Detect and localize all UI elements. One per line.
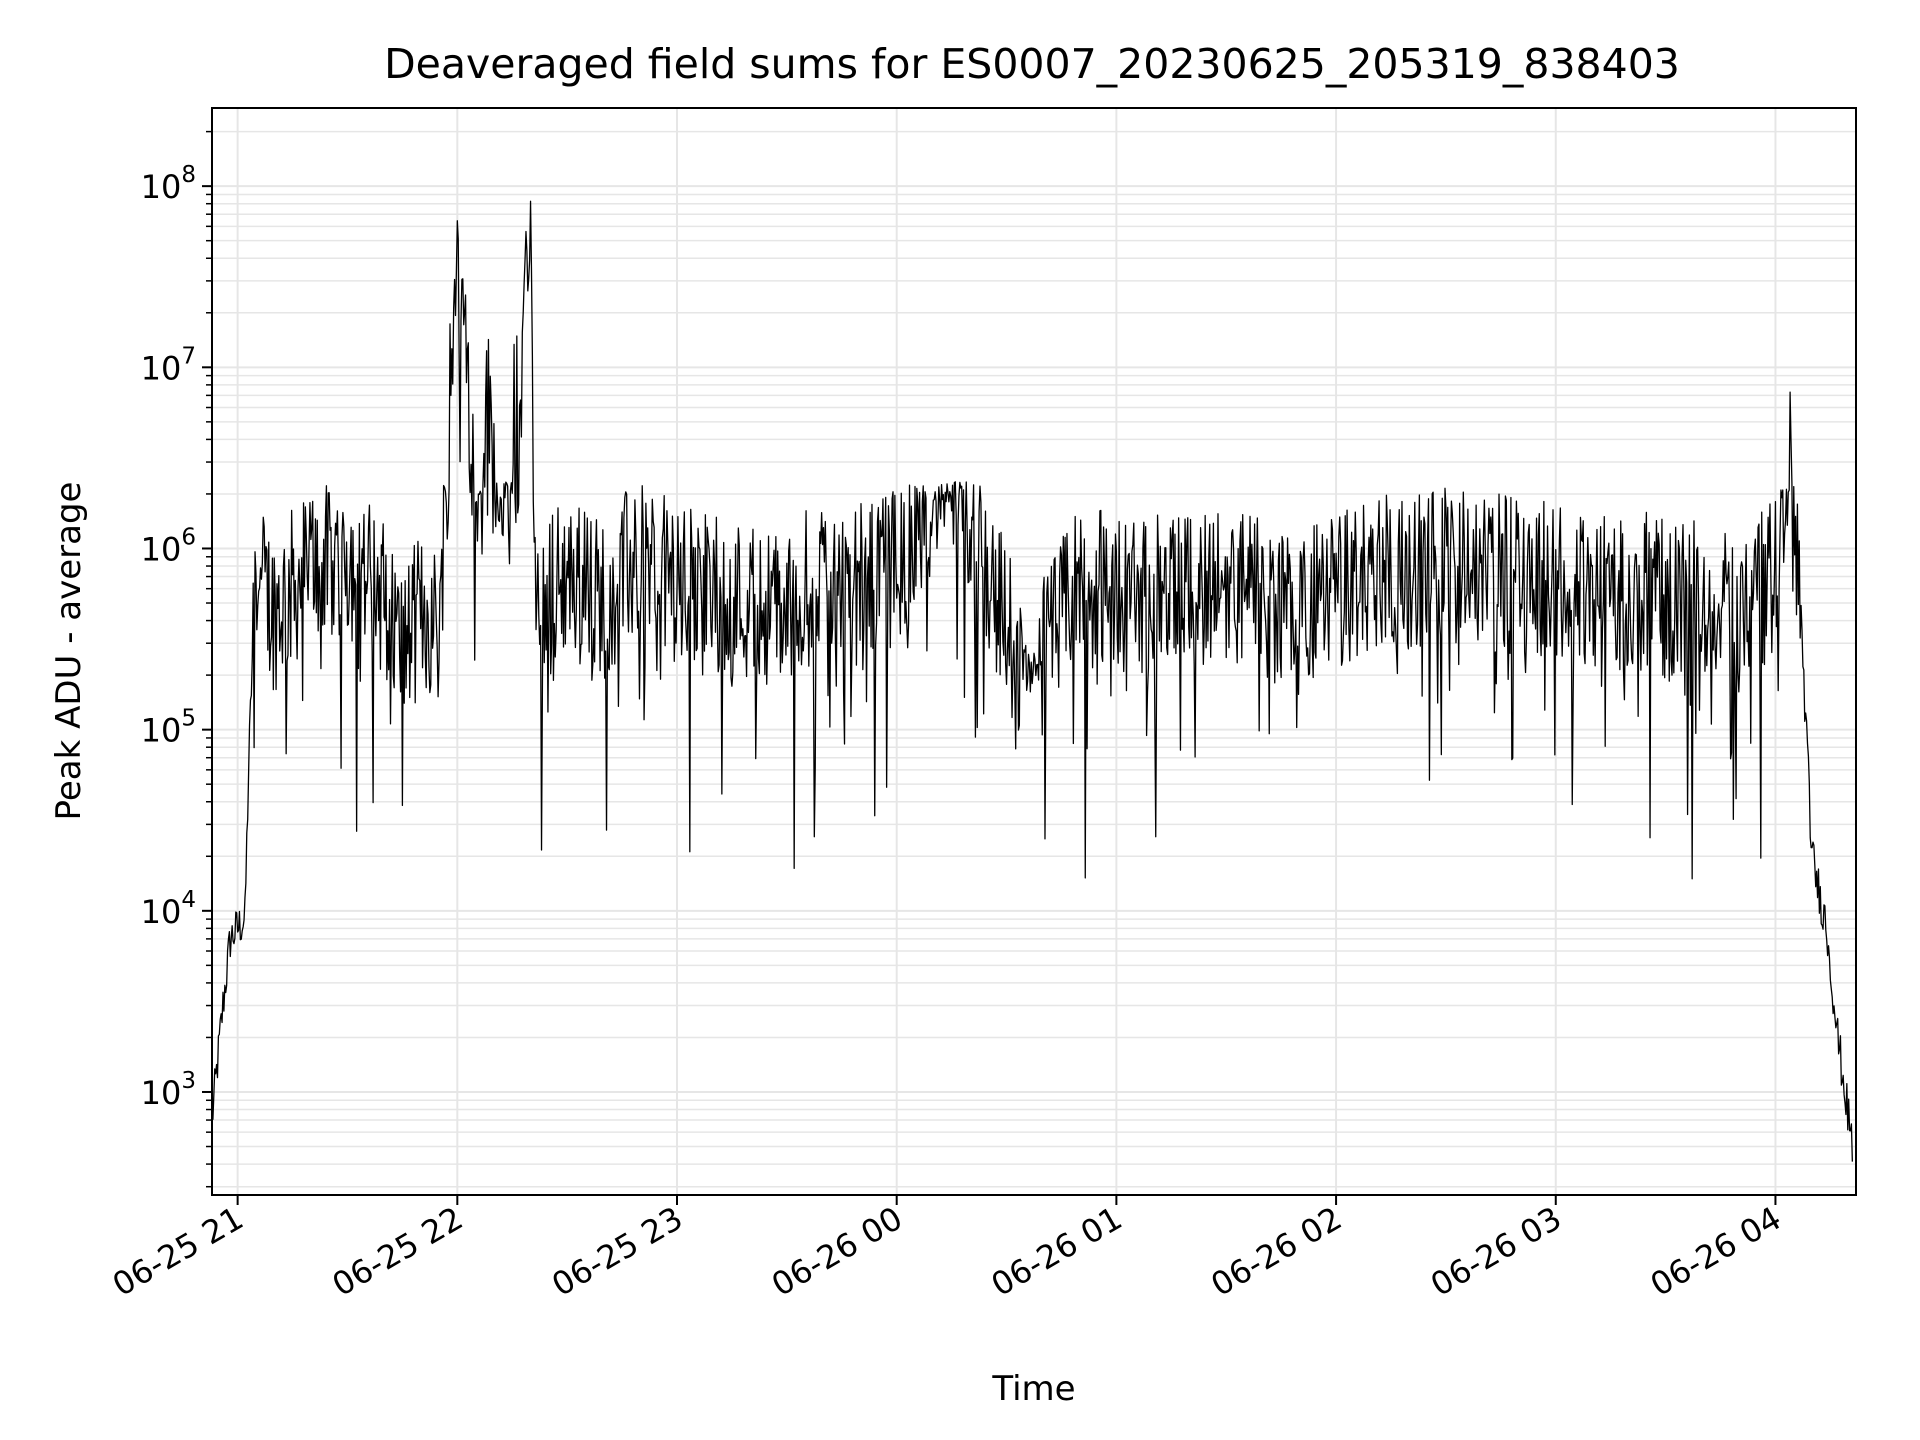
x-axis-label: Time	[991, 1369, 1075, 1409]
y-axis-label: Peak ADU - average	[49, 482, 89, 821]
x-tick-label: 06-26 03	[1424, 1199, 1568, 1304]
grid	[212, 108, 1856, 1195]
y-tick-label: 108	[141, 162, 196, 206]
y-tick-label: 105	[141, 706, 196, 750]
x-tick-label: 06-26 02	[1204, 1199, 1348, 1304]
chart-title: Deaveraged field sums for ES0007_2023062…	[384, 40, 1680, 88]
plot-frame	[211, 107, 1857, 1196]
y-tick-label: 107	[141, 343, 196, 387]
y-axis: 103 104 105 106 107 108	[141, 130, 212, 1188]
y-tick-label: 103	[141, 1068, 196, 1112]
x-tick-label: 06-25 21	[106, 1199, 250, 1304]
y-tick-label: 106	[141, 524, 196, 568]
x-axis: 06-25 21 06-25 22 06-25 23 06-26 00 06-26 01…	[106, 1195, 1787, 1304]
data-line-layer	[211, 200, 1853, 1162]
x-tick-label: 06-26 00	[765, 1199, 909, 1304]
x-tick-label: 06-26 04	[1644, 1199, 1788, 1304]
x-tick-label: 06-25 22	[326, 1199, 470, 1304]
series-line	[211, 200, 1853, 1162]
y-tick-label: 104	[141, 887, 196, 931]
x-tick-label: 06-25 23	[545, 1199, 689, 1304]
x-tick-label: 06-26 01	[985, 1199, 1129, 1304]
